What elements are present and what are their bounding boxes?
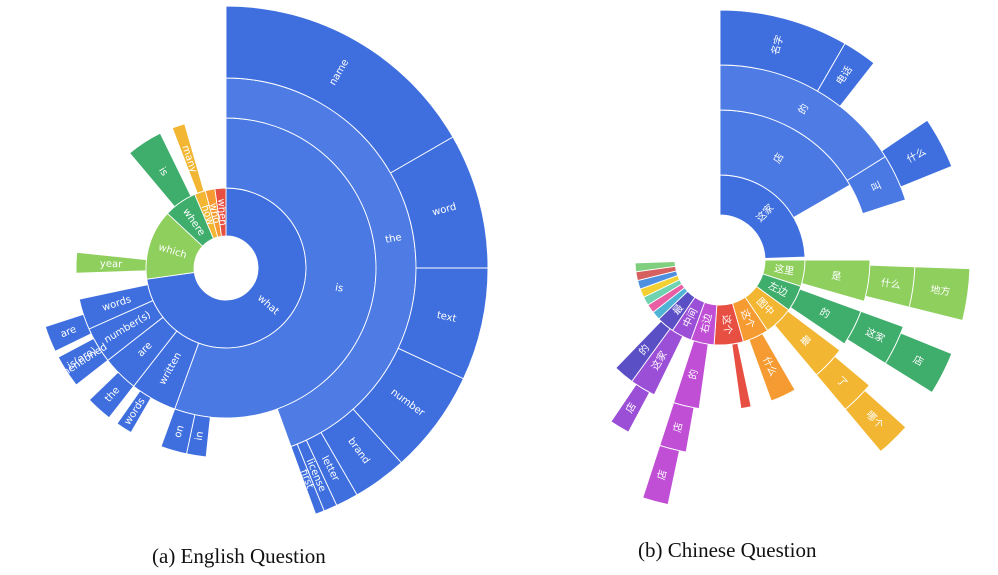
sunburst-segment-label: on — [173, 424, 187, 439]
sunburst-segment — [44, 313, 92, 352]
sunburst-segment — [116, 390, 152, 434]
sunburst-segment-label: 右边 — [698, 312, 715, 334]
sunburst-segment — [642, 444, 680, 506]
sunburst-segment — [57, 337, 109, 386]
sunburst-segment — [160, 408, 196, 455]
sunburst-segment-label: 店 — [670, 421, 685, 434]
sunburst-segment-label: 地方 — [930, 283, 952, 299]
sunburst-segment-label: the — [384, 232, 402, 246]
sunburst-segment-label: 的 — [686, 368, 701, 381]
sunburst-segment-label: text — [436, 310, 458, 325]
sunburst-segment — [908, 266, 971, 322]
sunburst-segment — [884, 332, 953, 394]
sunburst-segment — [748, 332, 796, 402]
sunburst-segment-label: 店 — [654, 468, 669, 481]
sunburst-segment-label: 这里 — [773, 262, 795, 278]
sunburst-segment — [128, 132, 192, 208]
caption-english-question: (a) English Question — [152, 544, 326, 568]
sunburst-segment — [290, 443, 325, 515]
sunburst-segment-label: in — [194, 431, 206, 442]
sunburst-segment-label: year — [100, 259, 124, 271]
sunburst-segment — [214, 187, 227, 237]
sunburst-segment-label: when — [215, 198, 228, 226]
sunburst-segment-label: who — [207, 202, 222, 224]
sunburst-segment — [75, 251, 147, 274]
sunburst-segment — [816, 42, 875, 107]
sunburst-segment-label: 叫 — [869, 180, 883, 195]
sunburst-segment — [731, 342, 752, 410]
sunburst-segment-label: 是 — [831, 270, 843, 283]
sunburst-segment — [171, 123, 205, 194]
sunburst-segment — [615, 320, 671, 382]
sunburst-segment — [634, 261, 676, 273]
sunburst-segment-label: is — [334, 282, 344, 294]
sunburst-segment-label: 这个 — [720, 314, 735, 335]
sunburst-segment — [610, 383, 651, 433]
sunburst-segment — [881, 119, 953, 188]
caption-chinese-question: (b) Chinese Question — [638, 538, 817, 562]
sunburst-segment-label: 什么 — [880, 277, 901, 292]
sunburst-segment — [88, 371, 135, 419]
sunburst-segment — [844, 389, 907, 453]
